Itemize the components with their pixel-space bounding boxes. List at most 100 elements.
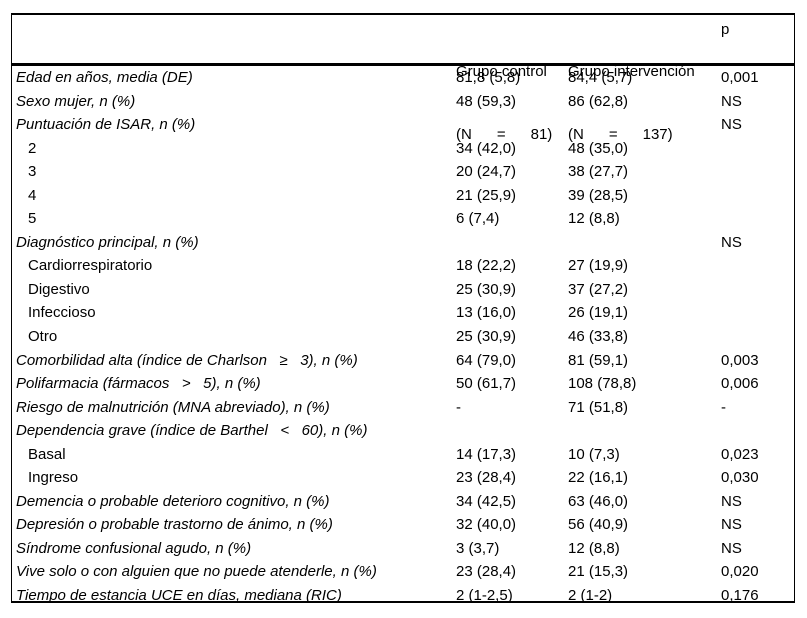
intervencion-value: 37 (27,2) <box>568 280 629 298</box>
table-row: Diagnóstico principal, n (%) NS <box>12 231 794 255</box>
control-value: 81,8 (5,8) <box>456 69 521 86</box>
table-body: Edad en años, media (DE) 81,8 (5,8) 84,4 (… <box>12 66 794 608</box>
intervencion-value: 108 (78,8) <box>568 375 637 393</box>
header-grupo-intervencion-label: Grupo intervención <box>568 63 695 80</box>
row-label: Riesgo de malnutrición (MNA abreviado), … <box>16 398 330 416</box>
table-row: Otro 25 (30,9) 46 (33,8) <box>12 325 794 349</box>
row-label: Depresión o probable trastorno de ánimo,… <box>16 516 333 534</box>
control-value <box>456 231 568 255</box>
p-value <box>721 160 794 184</box>
p-value: NS <box>721 516 742 534</box>
intervencion-value: 48 (35,0) <box>568 139 629 157</box>
table-row: Depresión o probable trastorno de ánimo,… <box>12 513 794 537</box>
p-value: - <box>721 398 726 416</box>
control-value: 21 (25,9) <box>456 186 517 204</box>
p-value <box>721 301 794 325</box>
control-value: 23 (28,4) <box>456 469 517 487</box>
table-row: Puntuación de ISAR, n (%) NS <box>12 113 794 137</box>
p-value: NS <box>721 116 742 134</box>
table-row: 3 20 (24,7) 38 (27,7) <box>12 160 794 184</box>
table-row: Digestivo 25 (30,9) 37 (27,2) <box>12 278 794 302</box>
p-value: NS <box>721 539 742 557</box>
row-label: 2 <box>28 139 37 157</box>
p-value <box>721 254 794 278</box>
intervencion-value: 56 (40,9) <box>568 516 629 534</box>
row-label: Digestivo <box>28 280 90 298</box>
p-value: 0,023 <box>721 445 759 463</box>
intervencion-value: 84,4 (5,7) <box>568 69 633 86</box>
row-label: Dependencia grave (índice de Barthel < 6… <box>16 422 368 440</box>
intervencion-value: 39 (28,5) <box>568 186 629 204</box>
table-row: Edad en años, media (DE) 81,8 (5,8) 84,4 (… <box>12 66 794 90</box>
p-value: NS <box>721 492 742 510</box>
control-value: 64 (79,0) <box>456 351 517 369</box>
intervencion-value: 38 (27,7) <box>568 163 629 181</box>
row-label: Cardiorrespiratorio <box>28 257 153 275</box>
row-label: Vive solo o con alguien que no puede ate… <box>16 563 377 581</box>
table-row: Basal 14 (17,3) 10 (7,3) 0,023 <box>12 443 794 467</box>
header-p-value: p <box>721 21 730 38</box>
control-value: 48 (59,3) <box>456 92 517 110</box>
table-row: Polifarmacia (fármacos > 5), n (%) 50 (61… <box>12 372 794 396</box>
intervencion-value: 81 (59,1) <box>568 351 629 369</box>
intervencion-value: 46 (33,8) <box>568 328 629 346</box>
control-value: 32 (40,0) <box>456 516 517 534</box>
control-value: 20 (24,7) <box>456 163 517 181</box>
row-label: Infeccioso <box>28 304 96 322</box>
control-value <box>456 419 568 443</box>
table-row: Comorbilidad alta (índice de Charlson ≥ … <box>12 349 794 373</box>
table-header: Grupo control (N = 81) Grupo intervenció… <box>12 15 794 143</box>
control-value: 34 (42,5) <box>456 492 517 510</box>
p-value: 0,003 <box>721 351 759 369</box>
table-row: Riesgo de malnutrición (MNA abreviado), … <box>12 396 794 420</box>
control-value: 50 (61,7) <box>456 375 517 393</box>
intervencion-value: 12 (8,8) <box>568 210 620 228</box>
intervencion-value: 63 (46,0) <box>568 492 629 510</box>
header-grupo-control-label: Grupo control <box>456 63 547 80</box>
table-row: Demencia o probable deterioro cognitivo,… <box>12 490 794 514</box>
header-grupo-intervencion-n: (N = 137) <box>568 126 673 143</box>
intervencion-value <box>568 231 721 255</box>
intervencion-value: 26 (19,1) <box>568 304 629 322</box>
p-value <box>721 419 794 443</box>
table-row: 5 6 (7,4) 12 (8,8) <box>12 207 794 231</box>
row-label: Comorbilidad alta (índice de Charlson ≥ … <box>16 351 358 369</box>
control-value: 13 (16,0) <box>456 304 517 322</box>
table-row: Tiempo de estancia UCE en días, mediana … <box>12 584 794 608</box>
row-label: Diagnóstico principal, n (%) <box>16 233 199 251</box>
row-label: 3 <box>28 163 37 181</box>
header-grupo-control: Grupo control (N = 81) <box>456 19 568 187</box>
table-row: 4 21 (25,9) 39 (28,5) <box>12 184 794 208</box>
p-value <box>721 184 794 208</box>
control-value: 6 (7,4) <box>456 210 500 228</box>
p-value <box>721 207 794 231</box>
control-value: 34 (42,0) <box>456 139 517 157</box>
clinical-characteristics-table: Grupo control (N = 81) Grupo intervenció… <box>11 13 795 604</box>
row-label: Basal <box>28 445 66 463</box>
intervencion-value: 12 (8,8) <box>568 539 620 557</box>
table-row: Cardiorrespiratorio 18 (22,2) 27 (19,9) <box>12 254 794 278</box>
p-value <box>721 137 794 161</box>
intervencion-value: 2 (1-2) <box>568 587 613 605</box>
row-label: 4 <box>28 186 37 204</box>
control-value: 18 (22,2) <box>456 257 517 275</box>
intervencion-value <box>568 419 721 443</box>
intervencion-value: 21 (15,3) <box>568 563 629 581</box>
p-value: 0,176 <box>721 587 759 605</box>
control-value: 25 (30,9) <box>456 280 517 298</box>
row-label: Demencia o probable deterioro cognitivo,… <box>16 492 330 510</box>
control-value: 2 (1-2,5) <box>456 587 513 605</box>
p-value: 0,020 <box>721 563 759 581</box>
intervencion-value <box>568 113 721 137</box>
table-row: Síndrome confusional agudo, n (%) 3 (3,7)… <box>12 537 794 561</box>
row-label: Ingreso <box>28 469 79 487</box>
row-label: Sexo mujer, n (%) <box>16 92 136 110</box>
intervencion-value: 10 (7,3) <box>568 445 620 463</box>
row-label: Puntuación de ISAR, n (%) <box>16 116 196 134</box>
row-label: Otro <box>28 328 58 346</box>
p-value <box>721 325 794 349</box>
p-value: NS <box>721 92 742 110</box>
control-value: 14 (17,3) <box>456 445 517 463</box>
row-label: Síndrome confusional agudo, n (%) <box>16 539 252 557</box>
